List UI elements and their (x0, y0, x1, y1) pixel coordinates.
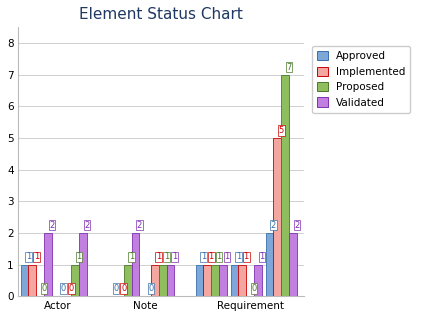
Text: 0: 0 (252, 284, 257, 293)
Bar (151, 265, 159, 296)
Text: 1: 1 (216, 252, 222, 261)
Bar (254, 265, 262, 296)
Text: 0: 0 (61, 284, 66, 293)
Text: 1: 1 (164, 252, 169, 261)
Title: Element Status Chart: Element Status Chart (79, 7, 243, 22)
Bar (44, 233, 52, 296)
Text: 1: 1 (208, 252, 214, 261)
Bar (238, 265, 246, 296)
Text: 1: 1 (224, 252, 230, 261)
Text: 0: 0 (121, 284, 126, 293)
Text: 2: 2 (49, 221, 54, 230)
Bar (159, 265, 167, 296)
Legend: Approved, Implemented, Proposed, Validated: Approved, Implemented, Proposed, Validat… (312, 46, 411, 113)
Text: 2: 2 (271, 221, 276, 230)
Bar (132, 233, 139, 296)
Text: 0: 0 (113, 284, 119, 293)
Text: 1: 1 (236, 252, 241, 261)
Text: 1: 1 (243, 252, 249, 261)
Text: 1: 1 (156, 252, 161, 261)
Bar (79, 233, 87, 296)
Text: 1: 1 (129, 252, 134, 261)
Text: 1: 1 (259, 252, 265, 261)
Bar (124, 265, 132, 296)
Bar (28, 265, 36, 296)
Text: 1: 1 (172, 252, 177, 261)
Text: 1: 1 (76, 252, 82, 261)
Text: 0: 0 (41, 284, 47, 293)
Bar (219, 265, 227, 296)
Bar (195, 265, 203, 296)
Bar (167, 265, 174, 296)
Bar (281, 75, 289, 296)
Bar (203, 265, 211, 296)
Bar (265, 233, 273, 296)
Text: 7: 7 (287, 63, 292, 72)
Text: 2: 2 (137, 221, 142, 230)
Bar (273, 138, 281, 296)
Text: 1: 1 (26, 252, 31, 261)
Bar (289, 233, 297, 296)
Bar (211, 265, 219, 296)
Text: 5: 5 (279, 126, 284, 135)
Text: 2: 2 (294, 221, 300, 230)
Text: 0: 0 (148, 284, 154, 293)
Text: 2: 2 (84, 221, 89, 230)
Text: 0: 0 (69, 284, 74, 293)
Bar (21, 265, 28, 296)
Bar (230, 265, 238, 296)
Bar (71, 265, 79, 296)
Text: 1: 1 (34, 252, 39, 261)
Text: 1: 1 (201, 252, 206, 261)
